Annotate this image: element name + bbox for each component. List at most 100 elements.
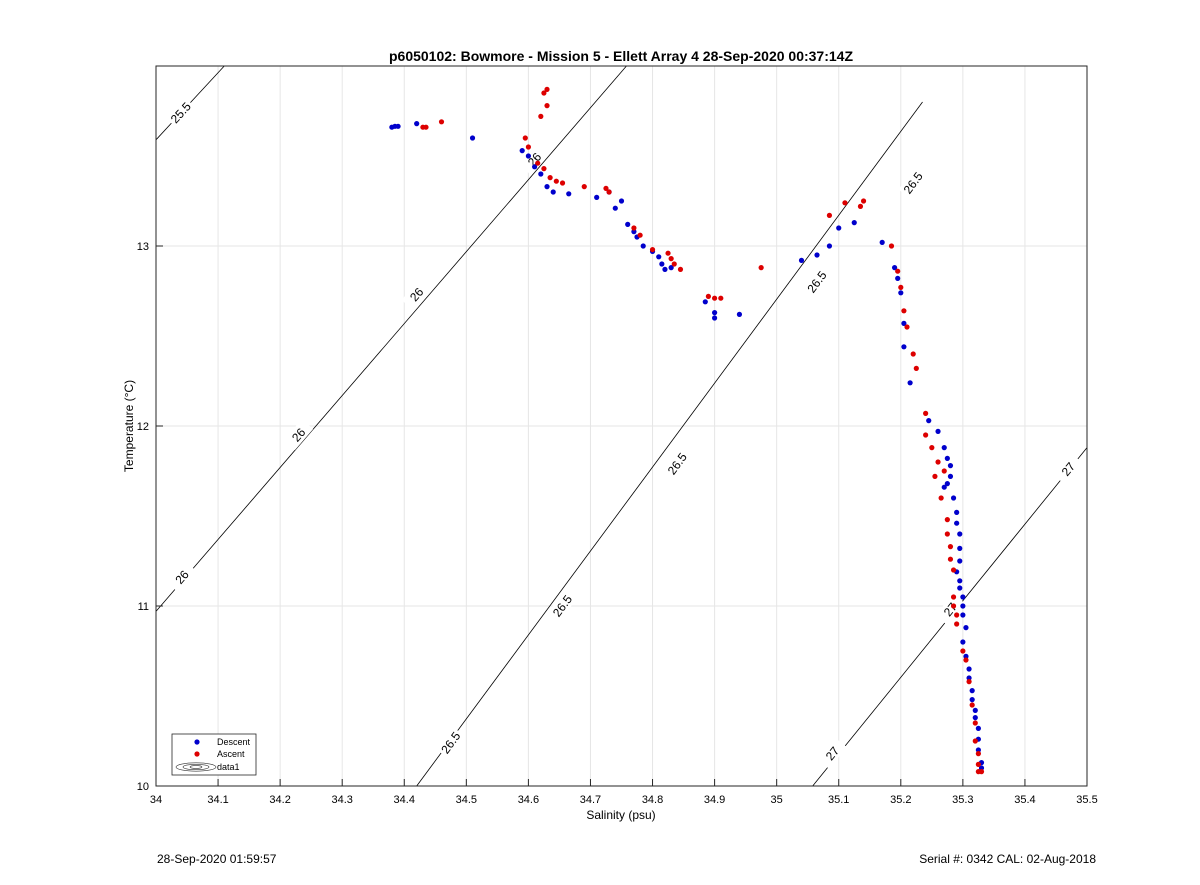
ascent-point — [966, 679, 972, 685]
descent-point — [957, 558, 963, 564]
descent-point — [414, 121, 420, 127]
descent-point — [969, 697, 975, 703]
ascent-point — [950, 594, 957, 600]
contour-label-background — [662, 447, 692, 480]
descent-point — [836, 225, 842, 231]
ascent-point — [935, 459, 941, 465]
descent-point — [618, 198, 625, 204]
ascent-point — [538, 113, 544, 119]
ascent-point — [842, 200, 848, 206]
x-tick-label: 34.1 — [207, 794, 228, 806]
contour-label-background — [283, 419, 314, 451]
ascent-point — [904, 324, 910, 330]
legend-box — [171, 733, 257, 776]
ascent-point — [910, 351, 916, 357]
ascent-point — [898, 284, 904, 290]
descent-point — [954, 509, 960, 515]
descent-point — [954, 520, 960, 526]
y-tick-label: 11 — [138, 601, 149, 613]
ascent-point — [950, 567, 957, 573]
ascent-point — [631, 225, 637, 231]
descent-point — [944, 481, 950, 487]
ascent-point — [923, 432, 929, 438]
ascent-point — [603, 185, 609, 191]
descent-point — [891, 265, 898, 271]
ascent-point — [860, 198, 867, 204]
ascent-point — [913, 365, 919, 371]
descent-point — [975, 747, 981, 753]
ascent-point — [553, 178, 559, 184]
ascent-point — [668, 256, 674, 262]
x-tick-label: 34.7 — [580, 794, 601, 806]
descent-point — [712, 315, 718, 321]
x-tick-label: 35.1 — [828, 794, 849, 806]
descent-point — [901, 344, 907, 350]
ascent-point — [559, 180, 566, 186]
legend-data1-label: data1 — [217, 762, 240, 772]
series-descent — [389, 121, 985, 771]
contour-label-background — [436, 726, 465, 759]
descent-point — [612, 205, 618, 211]
descent-point — [879, 239, 885, 245]
x-tick-label: 34.6 — [518, 794, 539, 806]
descent-point — [798, 257, 805, 263]
descent-point — [926, 418, 932, 424]
data-points — [389, 86, 985, 775]
ascent-point — [637, 232, 643, 238]
descent-point — [901, 320, 907, 326]
ascent-point — [975, 751, 981, 757]
x-tick-label: 34.2 — [269, 794, 290, 806]
ascent-point — [649, 247, 656, 253]
contour-label-background — [898, 166, 928, 199]
descent-point — [659, 261, 665, 267]
x-tick-label: 35.4 — [1014, 794, 1035, 806]
ascent-point — [932, 473, 938, 479]
descent-point — [941, 484, 947, 490]
descent-point — [525, 153, 532, 159]
y-tick-label: 10 — [137, 781, 149, 793]
x-tick-label: 35.2 — [890, 794, 911, 806]
ascent-point — [606, 189, 612, 195]
x-tick-label: 34.8 — [642, 794, 663, 806]
chart-title: p6050102: Bowmore - Mission 5 - Ellett A… — [389, 48, 853, 64]
ascent-point — [888, 243, 895, 249]
descent-point — [656, 254, 662, 260]
ascent-point — [857, 203, 864, 209]
descent-point — [662, 266, 668, 272]
descent-point — [907, 380, 913, 386]
ascent-point — [947, 556, 954, 562]
ascent-point — [938, 495, 944, 501]
ascent-point — [547, 175, 553, 181]
ascent-point — [705, 293, 711, 299]
ascent-point — [944, 517, 950, 523]
descent-point — [395, 123, 401, 129]
contour-label-background — [802, 265, 831, 298]
descent-point — [960, 594, 966, 600]
descent-point — [966, 666, 972, 672]
descent-point — [947, 473, 954, 479]
axis-ticks: 34 34.1 34.2 34.3 34.4 34.5 34.6 34.7 34.8 34.9 35… — [137, 241, 1098, 806]
legend-ascent-marker — [194, 751, 200, 757]
contour-label-background — [817, 737, 847, 769]
descent-point — [631, 229, 637, 235]
contour-line-26 — [155, 65, 627, 612]
descent-point — [963, 625, 969, 631]
ascent-point — [541, 166, 547, 172]
descent-point — [640, 243, 646, 249]
ascent-point — [954, 612, 960, 618]
descent-point — [895, 275, 901, 281]
ascent-point — [941, 468, 947, 474]
contour-label-background — [547, 589, 577, 622]
ascent-point — [758, 265, 764, 271]
contour-label-background — [166, 561, 197, 593]
descent-point — [957, 531, 963, 537]
descent-point — [960, 612, 966, 618]
legend-descent-label: Descent — [217, 737, 251, 747]
ascent-point — [929, 445, 935, 451]
ascent-point — [522, 135, 528, 141]
descent-point — [972, 715, 978, 721]
descent-point — [702, 299, 708, 305]
descent-point — [950, 495, 957, 501]
ascent-point — [972, 738, 978, 744]
